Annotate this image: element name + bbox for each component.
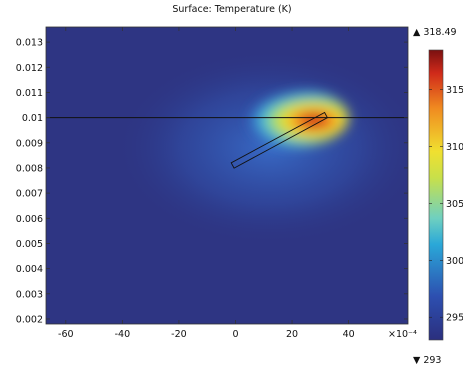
y-tick-label: 0.009	[16, 138, 43, 149]
colorbar-max-label: ▲ 318.49	[413, 27, 457, 38]
x-tick-label: 0	[232, 329, 238, 340]
chart-title: Surface: Temperature (K)	[172, 4, 291, 15]
plot-frame	[45, 26, 409, 325]
y-tick-label: 0.007	[16, 189, 43, 200]
x-tick-label: -20	[171, 329, 187, 340]
colorbar-tick-label: 305	[446, 199, 463, 210]
y-tick-label: 0.008	[16, 163, 43, 174]
colorbar-tick-label: 295	[446, 313, 463, 324]
tilted-strip	[230, 111, 329, 169]
plot-area	[45, 26, 409, 325]
x-tick-label: -60	[58, 329, 74, 340]
x-tick-label: 40	[343, 329, 355, 340]
warm-glow-region	[119, 52, 408, 243]
y-tick-label: 0.004	[16, 264, 43, 275]
x-tick-label: -40	[115, 329, 131, 340]
colorbar: ▲ 318.49 ▼ 293 295 300 305 310 315	[413, 27, 463, 366]
y-tick-label: 0.01	[22, 113, 43, 124]
y-tick-label: 0.006	[16, 214, 43, 225]
y-tick-label: 0.005	[16, 239, 43, 250]
colorbar-ticks: 295 300 305 310 315	[429, 85, 463, 324]
y-tick-label: 0.003	[16, 289, 43, 300]
colorbar-tick-label: 310	[446, 142, 463, 153]
x-tick-label: 20	[286, 329, 298, 340]
y-tick-label: 0.011	[16, 88, 43, 99]
colorbar-tick-label: 300	[446, 256, 463, 267]
colorbar-tick-label: 315	[446, 85, 463, 96]
colorbar-min-label: ▼ 293	[413, 355, 441, 366]
y-tick-label: 0.012	[16, 63, 43, 74]
x-scale-label: ×10⁻⁴	[388, 329, 417, 340]
y-tick-label: 0.002	[16, 314, 43, 325]
y-tick-label: 0.013	[16, 38, 43, 49]
colorbar-gradient	[428, 49, 444, 341]
y-axis: 0.002 0.003 0.004 0.005 0.006 0.007 0.008 0.009…	[16, 38, 408, 325]
x-axis: -60 -40 -20 0 20 40	[58, 27, 355, 340]
